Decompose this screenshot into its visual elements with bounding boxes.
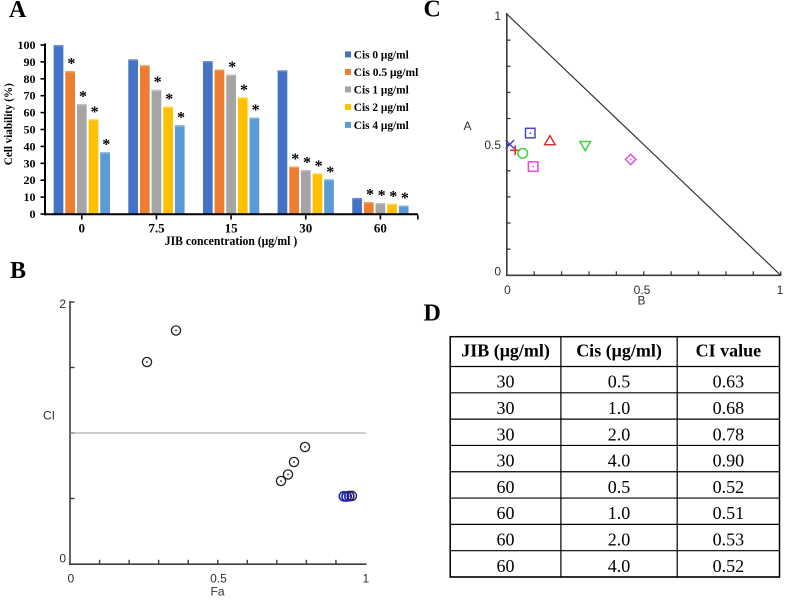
svg-text:B: B bbox=[10, 258, 26, 284]
svg-text:Cis 2 μg/ml: Cis 2 μg/ml bbox=[354, 100, 410, 114]
svg-text:15: 15 bbox=[225, 221, 239, 236]
svg-text:0.52: 0.52 bbox=[713, 477, 745, 497]
svg-text:30: 30 bbox=[497, 424, 515, 444]
svg-text:*: * bbox=[291, 151, 299, 168]
svg-text:0: 0 bbox=[67, 572, 74, 586]
svg-text:60: 60 bbox=[374, 221, 387, 236]
svg-text:*: * bbox=[401, 190, 409, 207]
svg-text:*: * bbox=[67, 56, 75, 73]
svg-text:*: * bbox=[389, 188, 397, 205]
svg-text:0.51: 0.51 bbox=[713, 503, 745, 523]
svg-text:60: 60 bbox=[497, 503, 515, 523]
svg-text:0.5: 0.5 bbox=[608, 477, 631, 497]
svg-text:Cis 1 μg/ml: Cis 1 μg/ml bbox=[354, 83, 410, 97]
svg-text:50: 50 bbox=[24, 123, 36, 137]
svg-text:0: 0 bbox=[30, 207, 36, 221]
svg-text:80: 80 bbox=[24, 72, 36, 86]
svg-text:0: 0 bbox=[504, 283, 511, 297]
svg-text:A: A bbox=[9, 0, 27, 23]
svg-text:*: * bbox=[91, 104, 99, 121]
svg-text:30: 30 bbox=[299, 221, 312, 236]
svg-text:A: A bbox=[463, 119, 471, 133]
svg-text:JIB (μg/ml): JIB (μg/ml) bbox=[461, 340, 550, 361]
svg-text:Cis (μg/ml): Cis (μg/ml) bbox=[576, 340, 662, 361]
svg-text:B: B bbox=[637, 294, 645, 308]
svg-text:30: 30 bbox=[497, 372, 515, 392]
svg-text:1.0: 1.0 bbox=[608, 398, 631, 418]
svg-text:Cell viability (%): Cell viability (%) bbox=[1, 83, 15, 165]
svg-text:0: 0 bbox=[79, 221, 86, 236]
svg-text:30: 30 bbox=[497, 451, 515, 471]
svg-text:1: 1 bbox=[362, 572, 369, 586]
svg-text:*: * bbox=[102, 137, 110, 154]
svg-text:*: * bbox=[154, 74, 162, 91]
svg-text:*: * bbox=[240, 82, 248, 99]
svg-text:2.0: 2.0 bbox=[608, 424, 631, 444]
svg-text:4.0: 4.0 bbox=[608, 556, 631, 576]
svg-text:0.5: 0.5 bbox=[634, 283, 651, 297]
svg-text:Cis 4 μg/ml: Cis 4 μg/ml bbox=[354, 118, 410, 132]
svg-text:Cis 0.5 μg/ml: Cis 0.5 μg/ml bbox=[354, 65, 419, 79]
svg-text:0.5: 0.5 bbox=[484, 138, 501, 152]
svg-text:1: 1 bbox=[494, 9, 501, 23]
svg-text:*: * bbox=[252, 102, 260, 119]
svg-text:2: 2 bbox=[59, 297, 66, 311]
svg-text:0.53: 0.53 bbox=[713, 530, 745, 550]
svg-text:60: 60 bbox=[497, 556, 515, 576]
svg-text:CI: CI bbox=[43, 409, 55, 423]
svg-text:*: * bbox=[303, 154, 311, 171]
svg-text:0.78: 0.78 bbox=[713, 424, 745, 444]
svg-text:60: 60 bbox=[497, 477, 515, 497]
svg-text:0: 0 bbox=[494, 264, 501, 278]
svg-text:CI value: CI value bbox=[696, 340, 762, 360]
svg-text:C: C bbox=[424, 0, 441, 22]
svg-text:0.5: 0.5 bbox=[608, 372, 631, 392]
svg-text:0.68: 0.68 bbox=[713, 398, 745, 418]
svg-text:*: * bbox=[177, 110, 185, 127]
svg-text:20: 20 bbox=[24, 173, 36, 187]
svg-text:*: * bbox=[228, 59, 236, 76]
svg-text:Cis 0 μg/ml: Cis 0 μg/ml bbox=[354, 48, 410, 62]
svg-text:0.63: 0.63 bbox=[713, 372, 745, 392]
svg-text:90: 90 bbox=[24, 55, 36, 69]
svg-text:30: 30 bbox=[24, 156, 36, 170]
svg-text:Fa: Fa bbox=[210, 585, 224, 599]
svg-text:60: 60 bbox=[497, 530, 515, 550]
svg-text:40: 40 bbox=[24, 139, 36, 153]
svg-text:1: 1 bbox=[777, 283, 784, 297]
svg-text:100: 100 bbox=[18, 38, 36, 52]
svg-text:4.0: 4.0 bbox=[608, 451, 631, 471]
svg-text:30: 30 bbox=[497, 398, 515, 418]
svg-text:*: * bbox=[79, 89, 87, 106]
svg-text:D: D bbox=[424, 301, 441, 327]
svg-text:*: * bbox=[366, 187, 374, 204]
svg-text:*: * bbox=[315, 158, 323, 175]
svg-text:70: 70 bbox=[24, 89, 36, 103]
svg-text:0: 0 bbox=[59, 552, 66, 566]
svg-text:0.90: 0.90 bbox=[713, 451, 745, 471]
svg-text:JIB concentration (μg/ml ): JIB concentration (μg/ml ) bbox=[165, 234, 298, 248]
svg-text:60: 60 bbox=[24, 106, 36, 120]
svg-text:*: * bbox=[326, 164, 334, 181]
svg-text:2.0: 2.0 bbox=[608, 530, 631, 550]
svg-text:0.5: 0.5 bbox=[210, 572, 227, 586]
svg-text:10: 10 bbox=[24, 190, 36, 204]
svg-text:7.5: 7.5 bbox=[148, 221, 165, 236]
svg-text:*: * bbox=[378, 187, 386, 204]
svg-text:*: * bbox=[165, 91, 173, 108]
svg-text:0.52: 0.52 bbox=[713, 556, 745, 576]
svg-text:1.0: 1.0 bbox=[608, 503, 631, 523]
